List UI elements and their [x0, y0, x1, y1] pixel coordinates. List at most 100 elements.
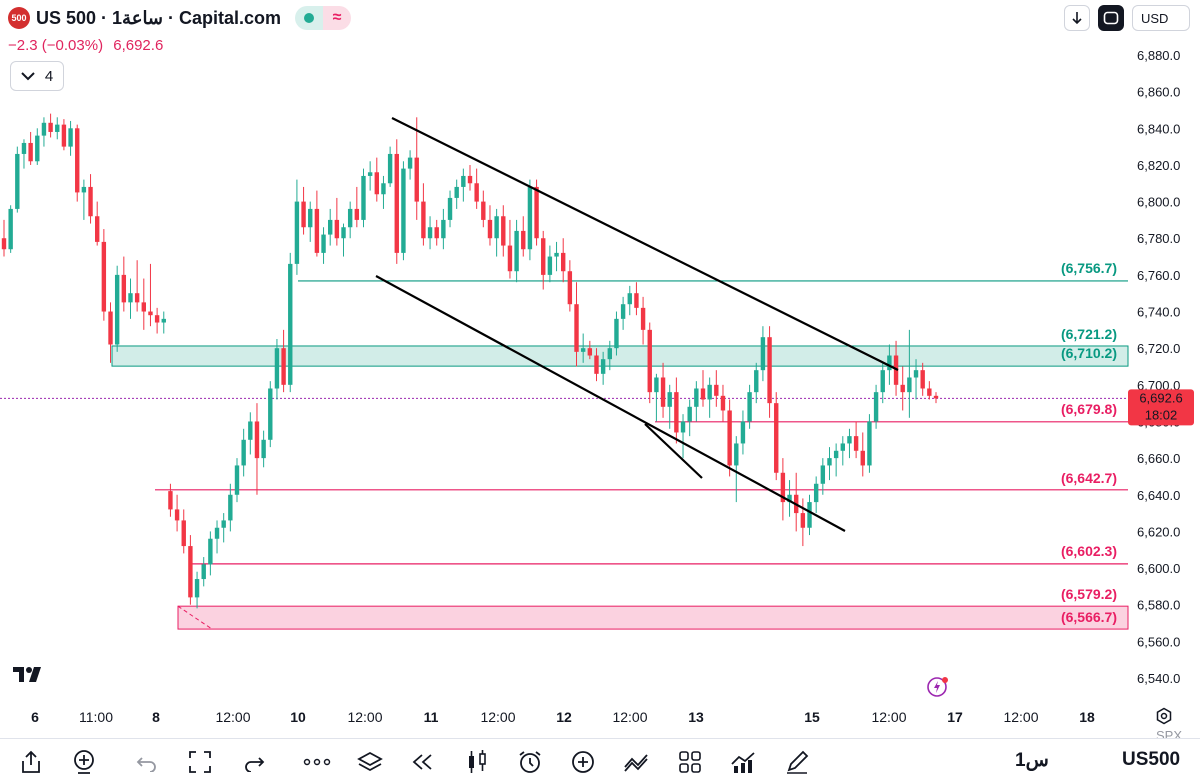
financials-button[interactable] [728, 747, 758, 777]
price-tick-label: 6,780.0 [1137, 231, 1180, 246]
symbol-logo-icon: 500 [8, 7, 30, 29]
select-area-button[interactable] [185, 747, 215, 777]
symbol-selector[interactable]: US500 [1122, 749, 1181, 770]
indicators-button[interactable] [622, 747, 652, 777]
candle-body [254, 421, 260, 459]
chart-type-button[interactable] [462, 747, 492, 777]
price-tick-label: 6,840.0 [1137, 121, 1180, 136]
trendline[interactable] [375, 275, 846, 532]
add-symbol-button[interactable] [69, 747, 99, 777]
time-tick-label: 12:00 [612, 709, 647, 725]
candle-body [607, 348, 612, 360]
candle-body [274, 348, 280, 389]
trendline[interactable] [644, 423, 703, 479]
time-tick-label: 12:00 [347, 709, 382, 725]
candle-body [527, 186, 533, 250]
level-label: (6,566.7) [1061, 609, 1117, 625]
bar-chart-icon [731, 752, 755, 773]
price-tick-label: 6,620.0 [1137, 524, 1180, 539]
layers-button[interactable] [355, 747, 385, 777]
candle-body [68, 128, 73, 147]
candle-body [194, 579, 200, 598]
candle-body [634, 293, 639, 308]
currency-selector[interactable]: USD [1132, 5, 1190, 31]
time-tick-label: 12:00 [480, 709, 515, 725]
candle-body [680, 421, 686, 433]
redo-button[interactable] [239, 747, 269, 777]
chart-canvas[interactable]: (6,756.7) (6,721.2) (6,710.2) (6,679.8) (6,6… [0, 0, 1200, 738]
bottom-toolbar: 1س US500 [0, 738, 1200, 784]
market-status-pill[interactable]: ≈ [295, 6, 352, 30]
candle-body [8, 208, 13, 250]
candle-body [820, 465, 826, 484]
candle-body [228, 494, 233, 521]
candle-body [347, 208, 353, 228]
add-compare-icon [74, 750, 94, 774]
scroll-down-button[interactable] [1064, 5, 1090, 31]
more-icon [303, 758, 331, 766]
level-label: (6,679.8) [1061, 401, 1117, 417]
candle-body [687, 406, 692, 422]
candle-body [214, 527, 220, 539]
last-price: 6,692.6 [113, 37, 164, 54]
candle-body [75, 128, 80, 193]
candle-body [301, 201, 306, 228]
gear-icon[interactable] [1155, 707, 1173, 725]
candle-body [620, 304, 626, 319]
indicator-add-button[interactable] [568, 747, 598, 777]
candle-body [308, 208, 313, 228]
candle-body [114, 274, 120, 345]
candle-body [154, 315, 160, 323]
candle-body [900, 384, 905, 393]
support-zone-pink [177, 605, 1129, 630]
level-label: (6,756.7) [1061, 260, 1117, 276]
candle-body [447, 197, 453, 220]
fullscreen-icon [1103, 11, 1119, 25]
candle-body [734, 443, 739, 466]
candle-body [747, 392, 752, 422]
alert-button[interactable] [515, 747, 545, 777]
undo-button[interactable] [132, 747, 162, 777]
fullscreen-button[interactable] [1098, 5, 1124, 31]
candle-body [321, 234, 326, 253]
candle-body [920, 370, 925, 389]
interval-selector[interactable]: 1س [1015, 750, 1049, 771]
candle-body [134, 293, 140, 303]
layout-button[interactable] [675, 747, 705, 777]
indicators-toggle-button[interactable]: 4 [10, 61, 64, 91]
candle-body [674, 392, 679, 433]
symbol-title[interactable]: US 500 · 1ساعة · Capital.com [36, 7, 282, 28]
candle-body [1, 238, 7, 250]
candle-body [521, 230, 526, 250]
candle-body [767, 337, 772, 404]
level-label: (6,721.2) [1061, 326, 1117, 342]
candle-body [354, 208, 360, 220]
price-change-row: −2.3 (−0.03%) 6,692.6 [8, 37, 169, 54]
candle-body [241, 439, 246, 466]
pen-icon [787, 750, 809, 774]
candle-body [740, 421, 746, 444]
candle-body [288, 263, 293, 385]
price-axis: 6,880.0 6,860.0 6,840.0 6,820.0 6,800.0 6,780… [1128, 48, 1194, 686]
trendline[interactable] [391, 117, 899, 371]
drawing-tools-button[interactable] [782, 747, 812, 777]
time-tick-label: 11 [424, 709, 439, 725]
current-price-label: 6,692.6 [1139, 390, 1182, 405]
candle-body [174, 509, 180, 521]
candle-body [328, 219, 333, 235]
candle-body [35, 135, 40, 162]
price-tick-label: 6,820.0 [1137, 158, 1180, 173]
replay-button[interactable] [408, 747, 438, 777]
time-tick-label: 12:00 [215, 709, 250, 725]
candle-body [401, 168, 406, 253]
candle-body [913, 370, 919, 378]
time-tick-label: 12:00 [1003, 709, 1038, 725]
candle-body [700, 388, 706, 400]
more-button[interactable] [302, 747, 332, 777]
candle-body [208, 538, 213, 565]
candle-body [294, 201, 300, 264]
share-button[interactable] [16, 747, 46, 777]
candle-body [714, 384, 719, 396]
candle-body [800, 513, 806, 528]
flash-icon[interactable] [926, 675, 950, 699]
